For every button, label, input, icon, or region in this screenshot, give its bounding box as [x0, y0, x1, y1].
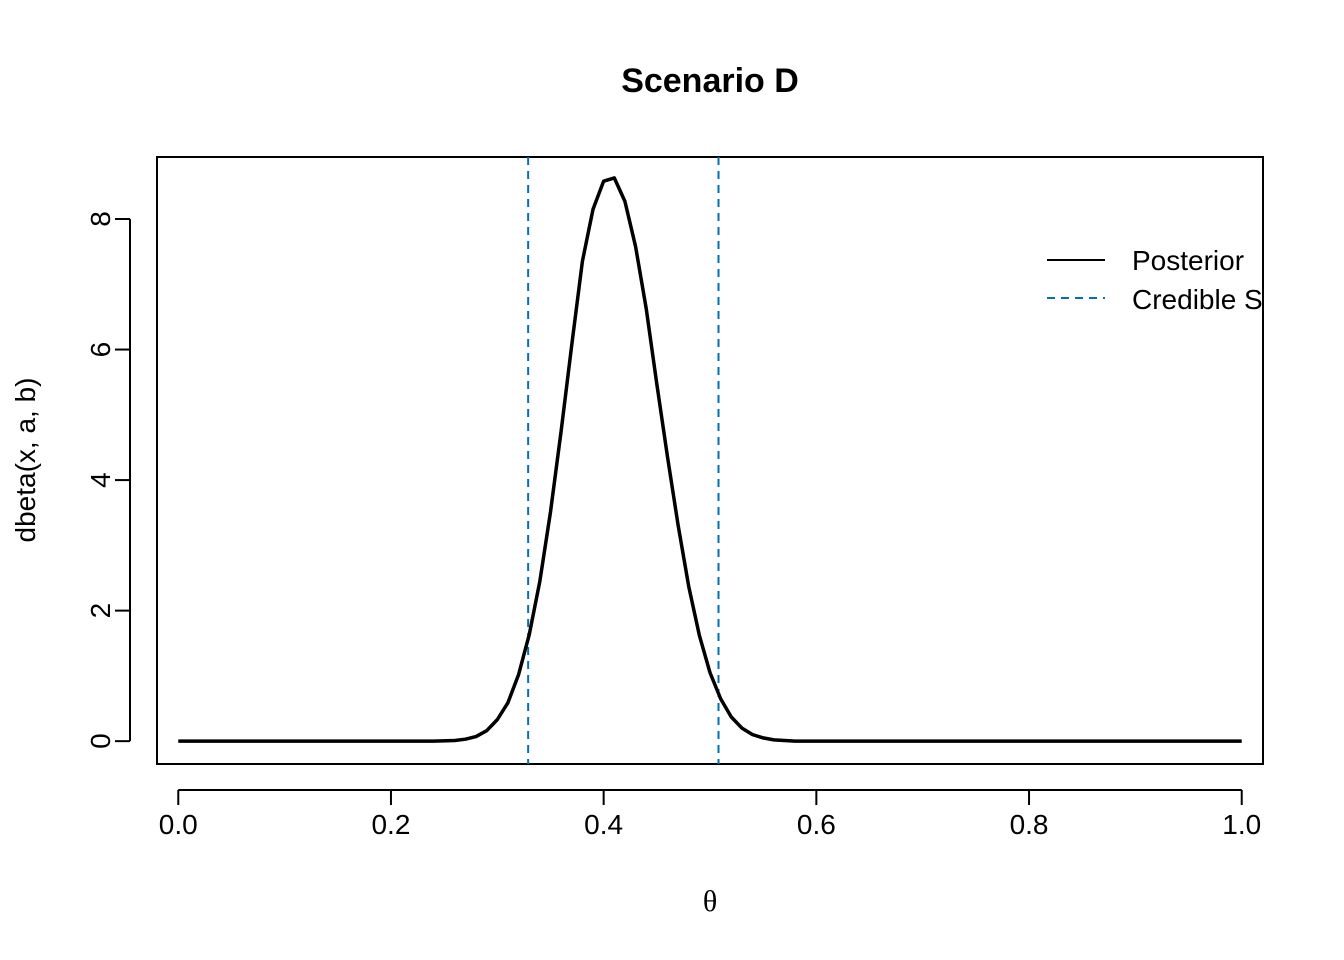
- y-tick-label: 4: [85, 472, 116, 488]
- x-tick-label: 0.0: [159, 809, 198, 840]
- x-tick-label: 0.6: [797, 809, 836, 840]
- x-axis-label: θ: [703, 885, 717, 918]
- y-axis: 0 2 4 6 8: [85, 211, 131, 749]
- chart-title: Scenario D: [621, 62, 799, 100]
- x-tick-label: 0.4: [584, 809, 623, 840]
- credible-interval-lines: [527, 157, 720, 764]
- legend-label-credible: Credible S: [1132, 284, 1263, 315]
- y-axis-label: dbeta(x, a, b): [10, 378, 41, 543]
- y-tick-label: 0: [85, 733, 116, 749]
- x-tick-label: 0.8: [1010, 809, 1049, 840]
- x-axis: 0.0 0.2 0.4 0.6 0.8 1.0: [159, 789, 1261, 840]
- y-tick-label: 6: [85, 342, 116, 358]
- plot-frame: [156, 156, 1264, 765]
- x-tick-label: 1.0: [1222, 809, 1261, 840]
- x-tick-label: 0.2: [371, 809, 410, 840]
- posterior-curve: [178, 176, 1242, 743]
- y-tick-label: 8: [85, 211, 116, 227]
- legend-label-posterior: Posterior: [1132, 245, 1244, 276]
- legend: Posterior Credible S: [1047, 245, 1263, 315]
- y-tick-label: 2: [85, 603, 116, 619]
